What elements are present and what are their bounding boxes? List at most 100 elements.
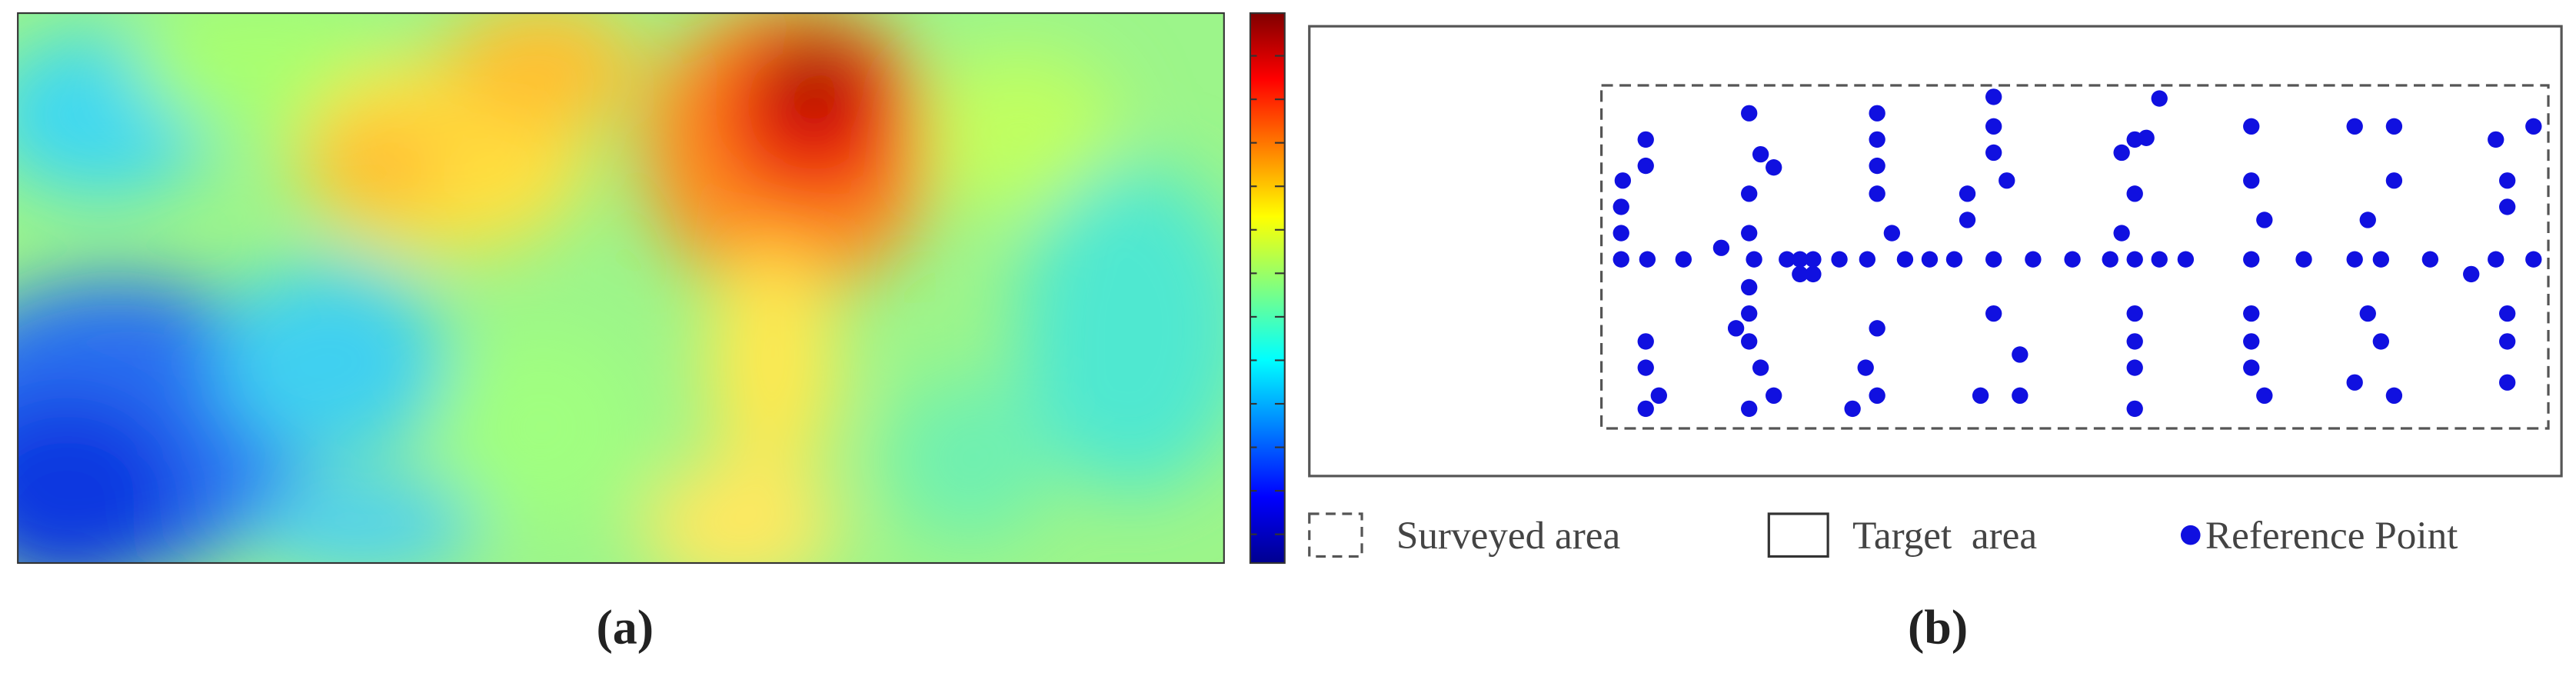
reference-point <box>2126 333 2143 350</box>
reference-point <box>2463 265 2480 283</box>
reference-point <box>1614 172 1632 189</box>
reference-point <box>1741 333 1758 350</box>
reference-point <box>2525 118 2542 135</box>
reference-point <box>2359 212 2376 228</box>
reference-point <box>2359 305 2376 322</box>
colorbar <box>1249 12 1286 565</box>
reference-point <box>1650 387 1667 404</box>
reference-point <box>2243 305 2260 322</box>
reference-point <box>1805 251 1822 268</box>
reference-point <box>1637 359 1654 376</box>
legend-point: Reference Point <box>2205 514 2458 558</box>
reference-point <box>1766 387 1782 404</box>
reference-point <box>2256 212 2273 228</box>
reference-point <box>1792 251 1809 268</box>
reference-point <box>1675 251 1692 268</box>
reference-point <box>2256 387 2273 404</box>
reference-point <box>1637 333 1654 350</box>
reference-point <box>1844 400 1861 418</box>
reference-point <box>1612 251 1629 268</box>
reference-point <box>2385 387 2403 404</box>
heatmap-frame <box>17 12 1225 565</box>
reference-point <box>2113 144 2130 162</box>
reference-point <box>2488 251 2504 268</box>
reference-point <box>1746 251 1762 268</box>
reference-point <box>2499 333 2516 350</box>
panel-label-a: (a) <box>596 600 654 655</box>
legend-surveyed: Surveyed area <box>1396 514 1621 558</box>
reference-point <box>1869 387 1885 404</box>
reference-point <box>2151 251 2168 268</box>
reference-point <box>1779 251 1796 268</box>
legend-swatch-point <box>2180 525 2201 545</box>
heatmap <box>18 13 1224 564</box>
reference-point <box>1999 172 2015 189</box>
reference-point <box>2064 251 2081 268</box>
reference-point <box>2138 129 2155 146</box>
reference-point <box>2346 118 2363 135</box>
reference-point <box>2126 305 2143 322</box>
reference-point <box>1612 198 1629 215</box>
reference-point <box>1805 265 1822 283</box>
reference-point <box>1985 144 2002 162</box>
reference-point <box>2243 333 2260 350</box>
reference-point <box>1972 387 1989 404</box>
reference-point <box>1727 320 1745 337</box>
reference-point <box>1637 157 1654 175</box>
reference-point <box>1712 239 1730 256</box>
target-area <box>1308 25 2563 478</box>
reference-point <box>1959 212 1976 228</box>
reference-point <box>2025 251 2042 268</box>
reference-point <box>1869 131 1885 148</box>
reference-point <box>1741 400 1758 418</box>
reference-point <box>2126 251 2143 268</box>
reference-point <box>2295 251 2312 268</box>
reference-point <box>2126 359 2143 376</box>
reference-point <box>2499 198 2516 215</box>
reference-point <box>2102 251 2118 268</box>
reference-point <box>1945 251 1963 268</box>
reference-point <box>1831 251 1848 268</box>
reference-point <box>1741 278 1758 296</box>
reference-point <box>1869 185 1885 202</box>
reference-point <box>1792 265 1809 283</box>
reference-point <box>2499 172 2516 189</box>
legend-target: Target area <box>1852 514 2037 558</box>
reference-point <box>2372 251 2390 268</box>
reference-point <box>2151 90 2168 107</box>
reference-point <box>2243 359 2260 376</box>
reference-point <box>1741 225 1758 242</box>
reference-point <box>2012 387 2029 404</box>
reference-point <box>1741 305 1758 322</box>
reference-point <box>1869 105 1885 122</box>
reference-point <box>2385 172 2403 189</box>
reference-point <box>1637 131 1654 148</box>
reference-point <box>1985 305 2002 322</box>
surveyed-area <box>1600 84 2550 430</box>
reference-point <box>2243 172 2260 189</box>
reference-point <box>2421 251 2439 268</box>
reference-point <box>2243 118 2260 135</box>
reference-point <box>1869 320 1885 337</box>
reference-point <box>1859 251 1876 268</box>
reference-point <box>1612 225 1629 242</box>
reference-point <box>1741 185 1758 202</box>
legend-swatch-surveyed <box>1308 512 1363 558</box>
reference-point <box>1857 359 1874 376</box>
legend-swatch-target <box>1767 512 1829 558</box>
reference-point <box>1639 251 1656 268</box>
reference-point <box>2372 333 2390 350</box>
reference-point <box>1959 185 1976 202</box>
reference-point <box>2126 400 2143 418</box>
reference-point <box>2113 225 2130 242</box>
reference-point <box>1741 105 1758 122</box>
reference-point <box>1985 88 2002 105</box>
reference-point <box>1883 225 1901 242</box>
reference-point <box>2488 131 2504 148</box>
reference-point <box>1896 251 1914 268</box>
reference-point <box>2525 251 2542 268</box>
reference-point <box>1752 145 1769 163</box>
reference-point <box>2126 185 2143 202</box>
